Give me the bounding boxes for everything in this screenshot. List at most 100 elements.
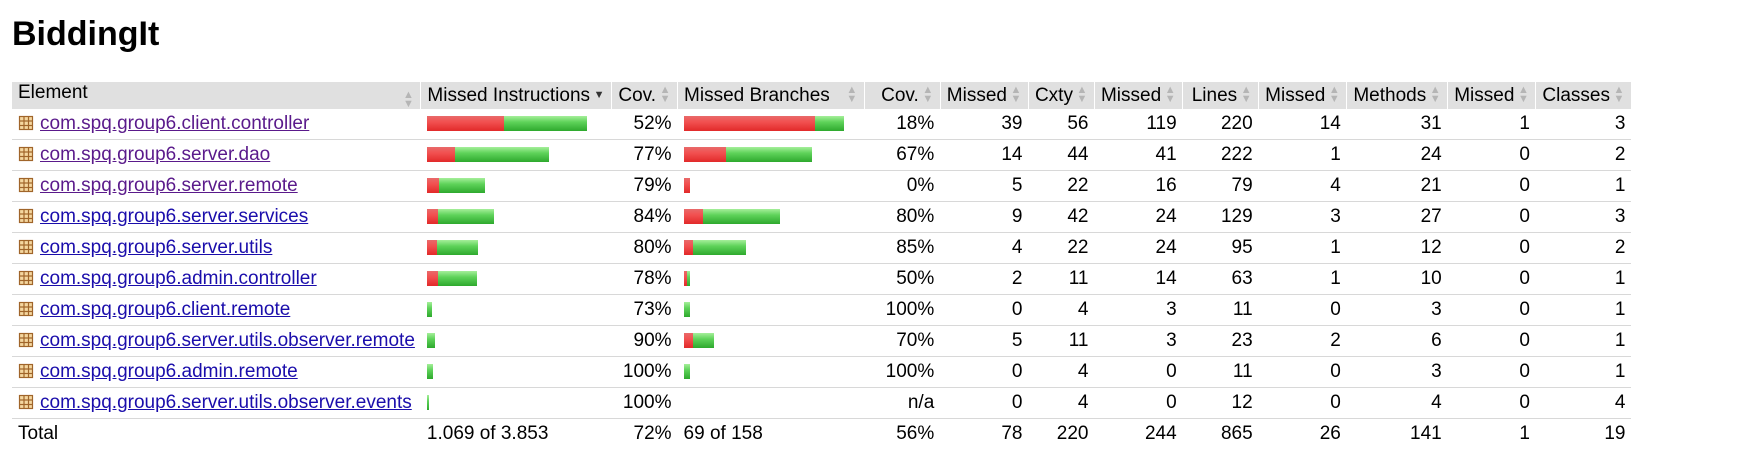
classes: 3	[1535, 201, 1632, 233]
branch-bar-cell	[677, 170, 865, 202]
sort-arrows-icon: ▲ ▼	[402, 89, 414, 110]
missed-lines: 3	[1094, 294, 1183, 326]
column-header-missed-methods[interactable]: Missed ▲ ▼	[1258, 82, 1348, 109]
branch-coverage: 80%	[864, 201, 941, 233]
column-header-lines[interactable]: Lines ▲ ▼	[1182, 82, 1260, 109]
branch-coverage: 0%	[864, 170, 941, 202]
package-icon	[18, 363, 34, 379]
total-row: Total 1.069 of 3.853 72% 69 of 158 56% 7…	[12, 419, 1631, 450]
instruction-coverage-bar-covered	[437, 209, 494, 225]
sort-arrows-icon: ▲ ▼	[1517, 84, 1529, 106]
table-row: com.spq.group6.server.services 84% 80% 9 42 2…	[12, 201, 1632, 233]
package-link[interactable]: com.spq.group6.server.services	[40, 206, 309, 227]
package-link[interactable]: com.spq.group6.server.utils.observer.eve…	[40, 392, 412, 413]
instruction-bar-cell	[420, 263, 612, 295]
package-link[interactable]: com.spq.group6.client.controller	[40, 113, 310, 134]
branch-bar-cell	[677, 201, 865, 233]
total-branch-coverage: 56%	[896, 423, 935, 444]
branch-coverage: 18%	[864, 109, 941, 140]
methods: 10	[1346, 263, 1448, 295]
methods: 12	[1346, 232, 1448, 264]
branch-coverage-bar-missed	[683, 209, 703, 225]
missed-classes: 0	[1447, 387, 1536, 419]
instruction-coverage: 52%	[611, 109, 678, 140]
branch-coverage-bar-covered	[683, 364, 690, 380]
complexity: 4	[1028, 387, 1095, 419]
instruction-coverage-bar	[426, 302, 432, 318]
package-link[interactable]: com.spq.group6.server.utils.observer.rem…	[40, 330, 415, 351]
branch-coverage-bar-missed	[683, 240, 693, 256]
package-link[interactable]: com.spq.group6.admin.remote	[40, 361, 298, 382]
column-header-branch-coverage[interactable]: Cov. ▲ ▼	[864, 82, 941, 109]
branch-coverage: 85%	[864, 232, 941, 264]
branch-coverage-bar-missed	[683, 178, 690, 194]
branch-coverage-bar	[683, 364, 690, 380]
instruction-coverage-bar	[426, 116, 587, 132]
package-link[interactable]: com.spq.group6.admin.controller	[40, 268, 317, 289]
column-header-missed-classes[interactable]: Missed ▲ ▼	[1447, 82, 1537, 109]
complexity: 4	[1028, 356, 1095, 388]
instruction-coverage-bar-missed	[426, 240, 437, 256]
column-header-instruction-coverage[interactable]: Cov. ▲ ▼	[611, 82, 679, 109]
missed-methods: 4	[1258, 170, 1347, 202]
complexity: 22	[1028, 232, 1095, 264]
branch-coverage: n/a	[864, 387, 941, 419]
instruction-bar-cell	[420, 170, 612, 202]
column-header-missed-branches[interactable]: Missed Branches ▲ ▼	[677, 82, 865, 109]
column-header-methods[interactable]: Methods ▲ ▼	[1346, 82, 1449, 109]
lines: 95	[1182, 232, 1259, 264]
element-cell: com.spq.group6.admin.remote	[12, 356, 421, 388]
instruction-coverage-bar	[426, 395, 429, 411]
classes: 1	[1535, 294, 1632, 326]
package-icon	[18, 270, 34, 286]
column-header-missed-instructions[interactable]: Missed Instructions ▼	[420, 82, 613, 109]
sort-arrows-icon: ▲ ▼	[659, 84, 671, 106]
branch-coverage-bar	[683, 302, 690, 318]
column-header-missed-lines[interactable]: Missed ▲ ▼	[1094, 82, 1184, 109]
branch-bar-cell	[677, 387, 865, 419]
table-row: com.spq.group6.server.utils 80% 85% 4 22 24 95…	[12, 232, 1632, 264]
package-link[interactable]: com.spq.group6.server.remote	[40, 175, 298, 196]
missed-complexity: 0	[940, 356, 1029, 388]
total-missed-methods: 26	[1319, 423, 1341, 444]
branch-coverage-bar	[683, 116, 844, 132]
methods: 24	[1346, 139, 1448, 171]
instruction-bar-cell	[420, 294, 612, 326]
missed-methods: 1	[1258, 263, 1347, 295]
lines: 63	[1182, 263, 1259, 295]
package-link[interactable]: com.spq.group6.server.dao	[40, 144, 271, 165]
package-icon	[18, 239, 34, 255]
column-header-classes[interactable]: Classes ▲ ▼	[1535, 82, 1632, 109]
branch-coverage-bar-covered	[814, 116, 844, 132]
branch-coverage: 67%	[864, 139, 941, 171]
element-cell: com.spq.group6.server.utils.observer.eve…	[12, 387, 421, 419]
branch-coverage-bar	[683, 178, 690, 194]
lines: 79	[1182, 170, 1259, 202]
instruction-coverage-bar-missed	[426, 178, 439, 194]
total-missed-lines: 244	[1144, 423, 1177, 444]
missed-methods: 2	[1258, 325, 1347, 357]
sort-arrows-icon: ▲ ▼	[1328, 84, 1340, 106]
column-header-complexity[interactable]: Cxty ▲ ▼	[1028, 82, 1095, 109]
missed-classes: 0	[1447, 139, 1536, 171]
instruction-coverage-bar-missed	[426, 271, 438, 287]
complexity: 11	[1028, 263, 1095, 295]
lines: 12	[1182, 387, 1259, 419]
instruction-coverage: 84%	[611, 201, 678, 233]
branch-coverage-bar-missed	[683, 147, 726, 163]
branch-coverage: 100%	[864, 356, 941, 388]
complexity: 42	[1028, 201, 1095, 233]
lines: 23	[1182, 325, 1259, 357]
missed-methods: 0	[1258, 294, 1347, 326]
column-header-element[interactable]: Element ▲ ▼	[12, 82, 422, 110]
missed-classes: 0	[1447, 201, 1536, 233]
missed-classes: 0	[1447, 263, 1536, 295]
package-link[interactable]: com.spq.group6.client.remote	[40, 299, 291, 320]
branch-bar-cell	[677, 109, 865, 140]
instruction-coverage: 80%	[611, 232, 678, 264]
package-link[interactable]: com.spq.group6.server.utils	[40, 237, 273, 258]
table-row: com.spq.group6.admin.remote 100% 100% 0 4 0 11…	[12, 356, 1632, 388]
complexity: 44	[1028, 139, 1095, 171]
column-header-missed-complexity[interactable]: Missed ▲ ▼	[940, 82, 1029, 109]
missed-complexity: 5	[940, 170, 1029, 202]
